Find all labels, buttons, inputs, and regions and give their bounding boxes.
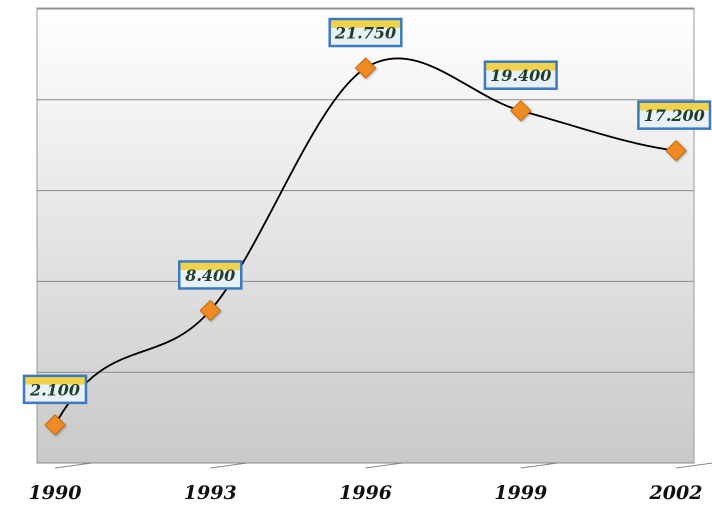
x-tick-label: 1993: [184, 482, 237, 504]
x-tick-mark: [365, 462, 403, 469]
x-tick-label: 1990: [29, 482, 82, 504]
data-label: 19.400: [483, 60, 558, 90]
x-tick-mark: [54, 462, 93, 469]
data-point-marker: [44, 414, 66, 436]
data-label: 21.750: [328, 17, 403, 48]
data-label-text: 2.100: [29, 380, 80, 399]
x-tick-mark: [675, 462, 712, 469]
data-point-marker: [665, 139, 687, 162]
data-label-box: [178, 260, 243, 290]
data-label-box: [328, 17, 403, 48]
data-point-marker: [354, 57, 377, 79]
x-tick-label: 1996: [339, 482, 392, 504]
x-tick-mark: [210, 462, 248, 469]
x-axis: 1990 1993 1996 1999 2002: [29, 462, 712, 504]
markers: [44, 57, 687, 436]
series-line: [54, 57, 677, 426]
data-label: 8.400: [178, 260, 243, 290]
data-label: 17.200: [637, 100, 712, 130]
x-tick-label: 1999: [494, 482, 547, 504]
x-tick-mark: [520, 462, 558, 469]
data-label-box: [637, 100, 712, 130]
data-label-box: [483, 60, 558, 90]
gridlines: [37, 8, 694, 373]
data-point-marker: [510, 99, 532, 122]
data-point-marker: [199, 299, 221, 322]
data-label-text: 8.400: [184, 266, 235, 285]
x-tick-label: 2002: [649, 482, 703, 504]
data-label-text: 17.200: [644, 106, 705, 125]
plot-area: [36, 7, 695, 464]
data-label-text: 19.400: [490, 66, 551, 85]
data-label-box: [22, 374, 88, 405]
data-labels: 2.100 8.400 21.750 19.400 17.200: [22, 17, 712, 405]
data-label: 2.100: [22, 374, 88, 405]
data-label-text: 21.750: [334, 24, 396, 43]
